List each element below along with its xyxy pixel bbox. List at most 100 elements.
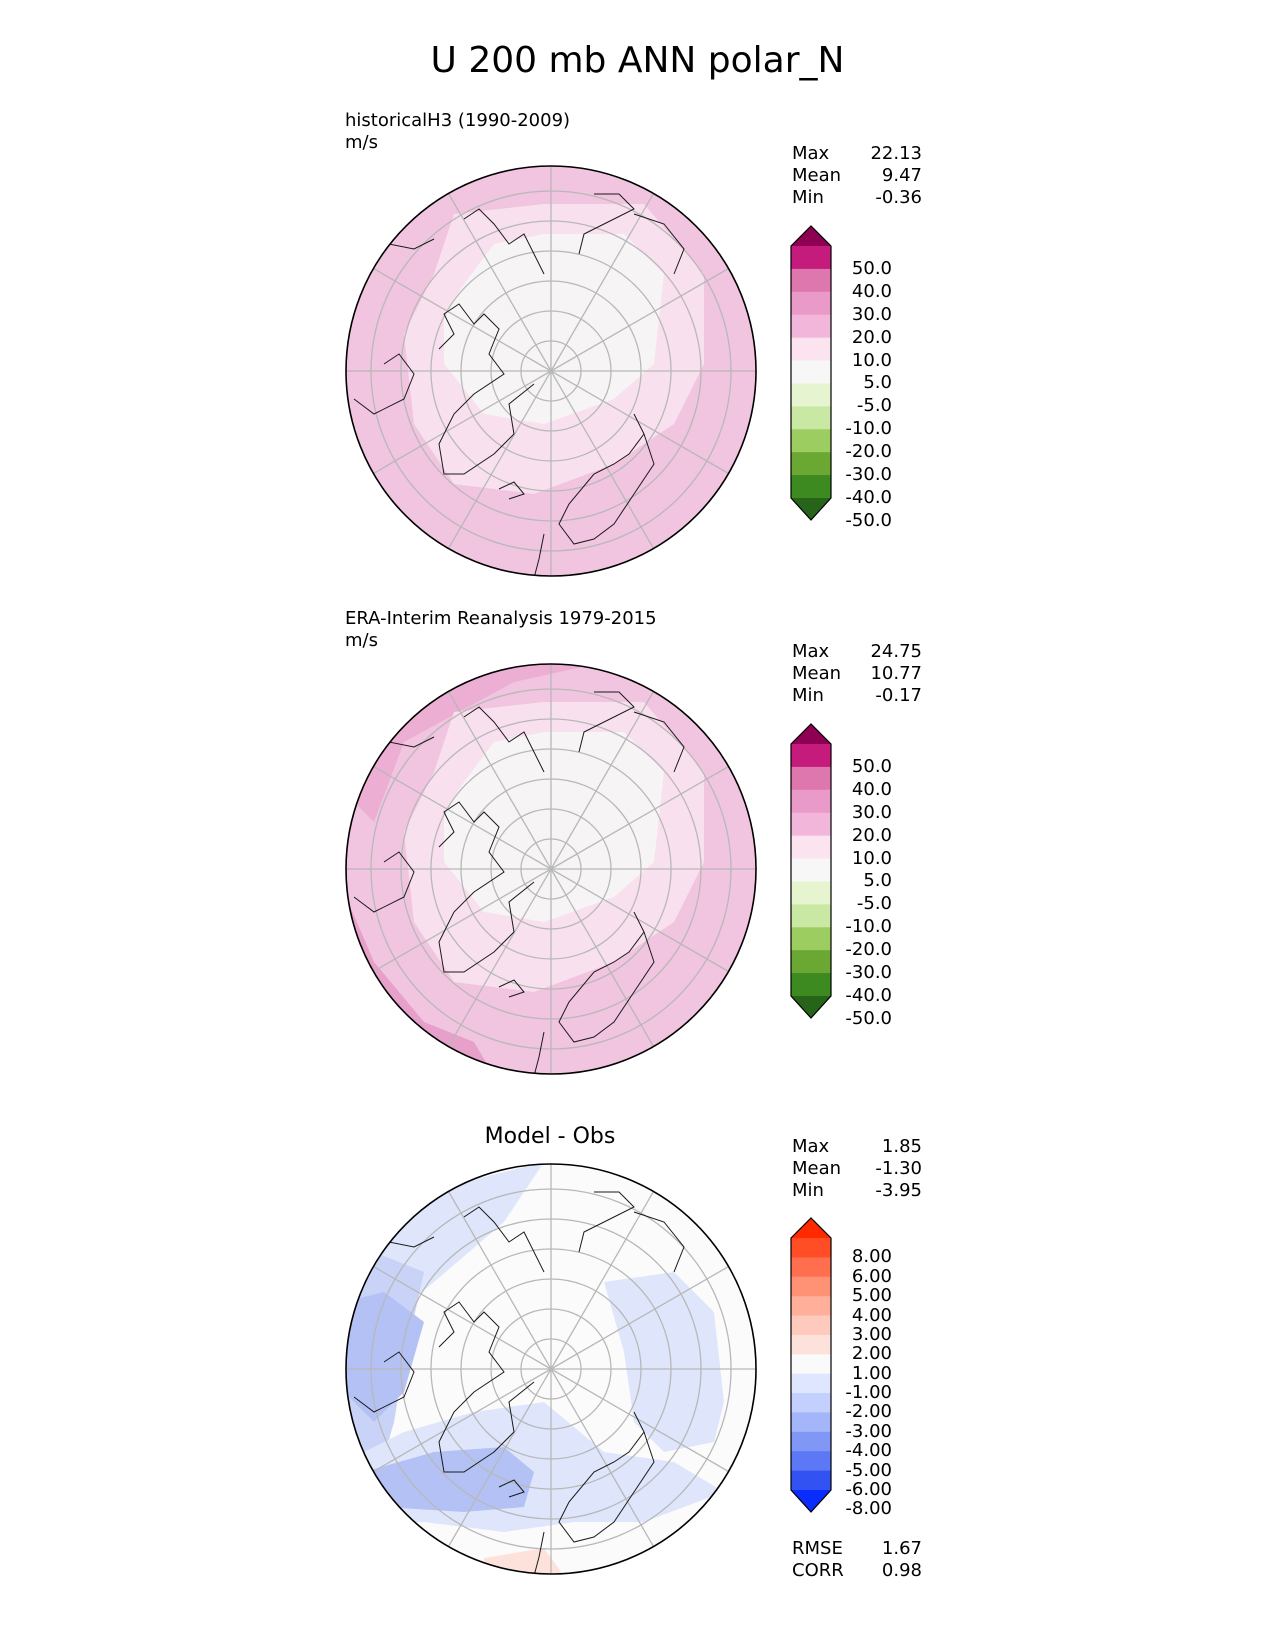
coastline xyxy=(578,1191,635,1253)
colorbar-extend-min xyxy=(791,996,831,1018)
meridian-line xyxy=(550,180,662,372)
panel-title: historicalH3 (1990-2009) m/s xyxy=(345,110,570,154)
colorbar-extend-max xyxy=(791,226,831,246)
colorbar-tick-label: -20.0 xyxy=(845,441,892,463)
graticule xyxy=(346,166,756,576)
colorbar-tick-label: 10.0 xyxy=(851,349,892,371)
meridian-line xyxy=(550,868,742,980)
meridian-line xyxy=(550,260,742,372)
figure-title: U 200 mb ANN polar_N xyxy=(430,40,845,81)
meridian-line xyxy=(550,370,742,482)
colorbar-segment xyxy=(791,744,831,768)
colorbar-segment xyxy=(791,1373,831,1394)
map-boundary xyxy=(345,165,757,577)
coastline xyxy=(533,1531,545,1574)
colorbar-extend-min xyxy=(791,1490,831,1512)
colorbar-segment xyxy=(791,452,831,476)
colorbar-tick-label: -10.0 xyxy=(845,916,892,938)
meridian-line xyxy=(440,868,552,1060)
coastline xyxy=(558,1411,655,1543)
colorbar-tick-label: -30.0 xyxy=(845,962,892,984)
colorbar-tick-label: -4.00 xyxy=(845,1440,892,1462)
colorbar-tick-label: -10.0 xyxy=(845,418,892,440)
colorbar-segment xyxy=(791,1470,831,1491)
polar-map xyxy=(345,663,757,1075)
colorbar-tick-label: 8.00 xyxy=(851,1246,892,1268)
colorbar-tick-label: -40.0 xyxy=(845,985,892,1006)
meridian-line xyxy=(550,758,742,870)
colorbar-segment xyxy=(791,1451,831,1472)
colorbar-segment xyxy=(791,1354,831,1375)
colorbar-segment xyxy=(791,337,831,362)
field-region-weak xyxy=(604,1272,724,1452)
colorbar-tick-label: -5.0 xyxy=(856,395,892,417)
colorbar-segment xyxy=(791,1238,831,1258)
panel-reference: ERA-Interim Reanalysis 1979-2015 m/s Max… xyxy=(0,608,1275,1098)
coastline xyxy=(498,979,525,998)
stat-max: 1.85 xyxy=(881,1136,922,1157)
meridian-line xyxy=(550,370,662,562)
stat-min: -0.36 xyxy=(875,187,922,208)
colorbar-segment xyxy=(791,475,831,499)
coastline xyxy=(578,691,635,753)
coastline xyxy=(533,533,545,576)
coastline xyxy=(438,303,535,475)
meridian-line xyxy=(440,678,552,870)
coastline xyxy=(533,1031,545,1074)
panel-title: Model - Obs xyxy=(484,1124,616,1149)
colorbar xyxy=(790,225,832,521)
stat-mean: -1.30 xyxy=(875,1158,922,1179)
graticule xyxy=(346,1164,756,1574)
coastline xyxy=(558,911,655,1043)
polar-map xyxy=(345,1163,757,1575)
colorbar-outline xyxy=(790,225,832,521)
colorbar-tick-label: 6.00 xyxy=(851,1265,892,1287)
meridian-line xyxy=(550,1368,742,1480)
colorbar-segment xyxy=(791,950,831,974)
colorbar-outline xyxy=(790,723,832,1019)
colorbar-tick-label: 5.0 xyxy=(863,372,892,394)
colorbar-tick-label: 30.0 xyxy=(851,801,892,823)
stats-box: Max 24.75 Mean 10.77 Min -0.17 xyxy=(792,641,922,706)
colorbar-segment xyxy=(791,1257,831,1278)
stats-box: Max 22.13 Mean 9.47 Min -0.36 xyxy=(792,143,922,208)
colorbar-tick-label: -8.00 xyxy=(845,1498,892,1520)
colorbar-tick-label: -5.00 xyxy=(845,1459,892,1481)
field-region-strong xyxy=(346,1292,424,1422)
colorbar-tick-label: 5.00 xyxy=(851,1285,892,1307)
meridian-line xyxy=(360,370,552,482)
coastline xyxy=(463,1206,545,1273)
metrics-box: RMSE 1.67 CORR 0.98 xyxy=(792,1538,922,1581)
stat-min: -0.17 xyxy=(875,685,922,706)
coastline xyxy=(558,413,655,545)
meridian-line xyxy=(360,1258,552,1370)
colorbar-tick-label: -40.0 xyxy=(845,487,892,508)
colorbar-tick-label: -50.0 xyxy=(845,1007,892,1029)
colorbar xyxy=(790,1217,832,1513)
colorbar-tick-label: 2.00 xyxy=(851,1343,892,1365)
panel-units: m/s xyxy=(345,132,378,153)
meridian-line xyxy=(550,1258,742,1370)
colorbar-tick-label: 40.0 xyxy=(851,778,892,800)
coastline xyxy=(578,193,635,255)
map-boundary xyxy=(345,663,757,1075)
colorbar-segment xyxy=(791,314,831,339)
colorbar-segment xyxy=(791,1431,831,1452)
colorbar-tick-label: -50.0 xyxy=(845,509,892,531)
meridian-line xyxy=(440,1368,552,1560)
colorbar-tick-label: -6.00 xyxy=(845,1479,892,1500)
colorbar-tick-label: -30.0 xyxy=(845,464,892,486)
colorbar-segment xyxy=(791,904,831,928)
colorbar-tick-label: 50.0 xyxy=(851,257,892,279)
colorbar-tick-label: 10.0 xyxy=(851,847,892,869)
colorbar xyxy=(790,723,832,1019)
colorbar-segment xyxy=(791,858,831,882)
colorbar-tick-label: -20.0 xyxy=(845,939,892,961)
colorbar-tick-label: 3.00 xyxy=(851,1323,892,1345)
coastline xyxy=(498,1479,525,1498)
colorbar-segment xyxy=(791,1315,831,1336)
meridian-line xyxy=(550,868,662,1060)
coastline xyxy=(438,801,535,973)
colorbar-tick-label: 5.0 xyxy=(863,870,892,892)
colorbar-segment xyxy=(791,766,831,791)
